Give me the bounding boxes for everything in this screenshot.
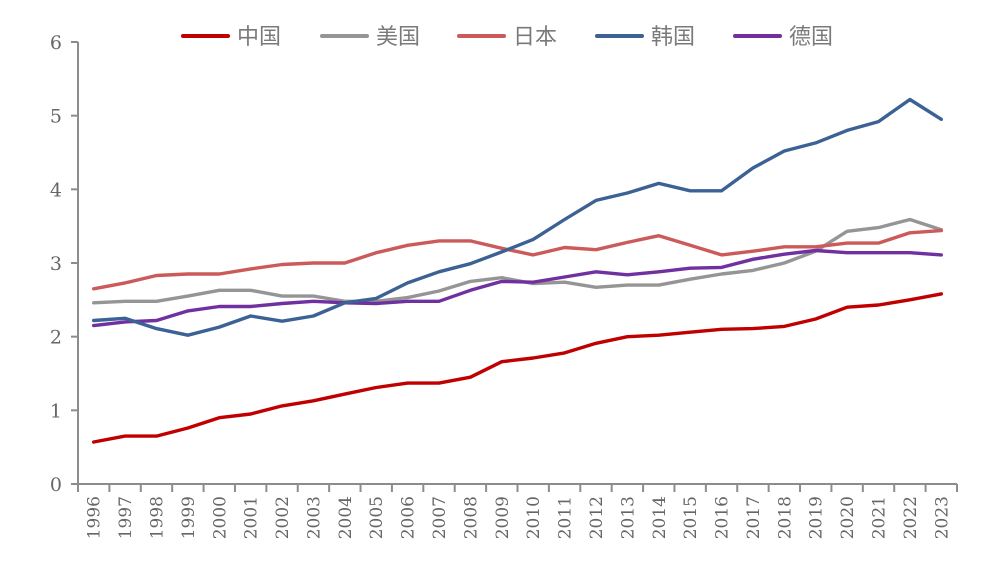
x-tick-label: 2018 xyxy=(775,496,795,539)
y-tick-label: 1 xyxy=(50,400,62,422)
x-tick-label: 2006 xyxy=(399,496,419,539)
x-tick-label: 2022 xyxy=(901,496,921,539)
x-tick-label: 2016 xyxy=(713,496,733,539)
legend-item: 中国 xyxy=(181,25,281,50)
series-layer xyxy=(91,97,943,444)
x-tick-label: 2005 xyxy=(367,496,387,539)
y-tick-label: 4 xyxy=(50,179,62,201)
y-tick-label: 2 xyxy=(50,327,62,349)
x-tick-label: 2011 xyxy=(556,496,576,539)
legend-item: 韩国 xyxy=(595,25,695,50)
x-tick-label: 1997 xyxy=(116,496,136,539)
x-tick-label: 2007 xyxy=(430,496,450,539)
legend-item: 美国 xyxy=(320,25,420,50)
x-tick-label: 2012 xyxy=(587,496,607,539)
legend: 中国 美国 日本 韩国 德国 xyxy=(181,25,833,50)
y-axis: 0 1 2 3 4 5 6 xyxy=(50,32,79,496)
x-tick-label: 2010 xyxy=(524,496,544,539)
legend-label: 日本 xyxy=(513,25,557,50)
x-tick-label: 2009 xyxy=(493,496,513,539)
x-tick-label: 2008 xyxy=(461,496,481,539)
x-tick-label: 1999 xyxy=(179,496,199,539)
legend-label: 韩国 xyxy=(651,25,695,50)
y-tick-label: 6 xyxy=(50,32,62,54)
x-tick-label: 2023 xyxy=(932,496,952,539)
series-line-1 xyxy=(91,217,943,305)
x-tick-label: 2004 xyxy=(336,496,356,539)
legend-label: 德国 xyxy=(789,25,833,50)
x-tick-label: 1996 xyxy=(85,496,105,539)
y-tick-label: 5 xyxy=(50,106,62,128)
legend-label: 中国 xyxy=(237,25,281,50)
x-tick-label: 2021 xyxy=(870,496,890,539)
x-tick-label: 2001 xyxy=(242,496,262,539)
x-tick-label: 2014 xyxy=(650,496,670,539)
series-line-0 xyxy=(91,292,943,444)
legend-label: 美国 xyxy=(376,25,420,50)
x-tick-label: 2000 xyxy=(210,496,230,539)
series-line-4 xyxy=(91,248,943,328)
x-axis: 1996 1997 1998 1999 2000 2001 2002 2003 2004 2005… xyxy=(77,483,958,539)
x-tick-label: 2003 xyxy=(304,496,324,539)
x-tick-label: 2015 xyxy=(681,496,701,539)
series-line-2 xyxy=(91,228,943,291)
x-tick-label: 1998 xyxy=(147,496,167,539)
y-tick-label: 3 xyxy=(50,253,62,275)
series-line-3 xyxy=(91,97,943,337)
x-tick-label: 2002 xyxy=(273,496,293,539)
x-tick-label: 2020 xyxy=(838,496,858,539)
y-tick-label: 0 xyxy=(50,474,62,496)
x-tick-label: 2013 xyxy=(618,496,638,539)
x-tick-label: 2017 xyxy=(744,496,764,539)
x-tick-label: 2019 xyxy=(807,496,827,539)
legend-item: 德国 xyxy=(733,25,833,50)
legend-item: 日本 xyxy=(457,25,557,50)
